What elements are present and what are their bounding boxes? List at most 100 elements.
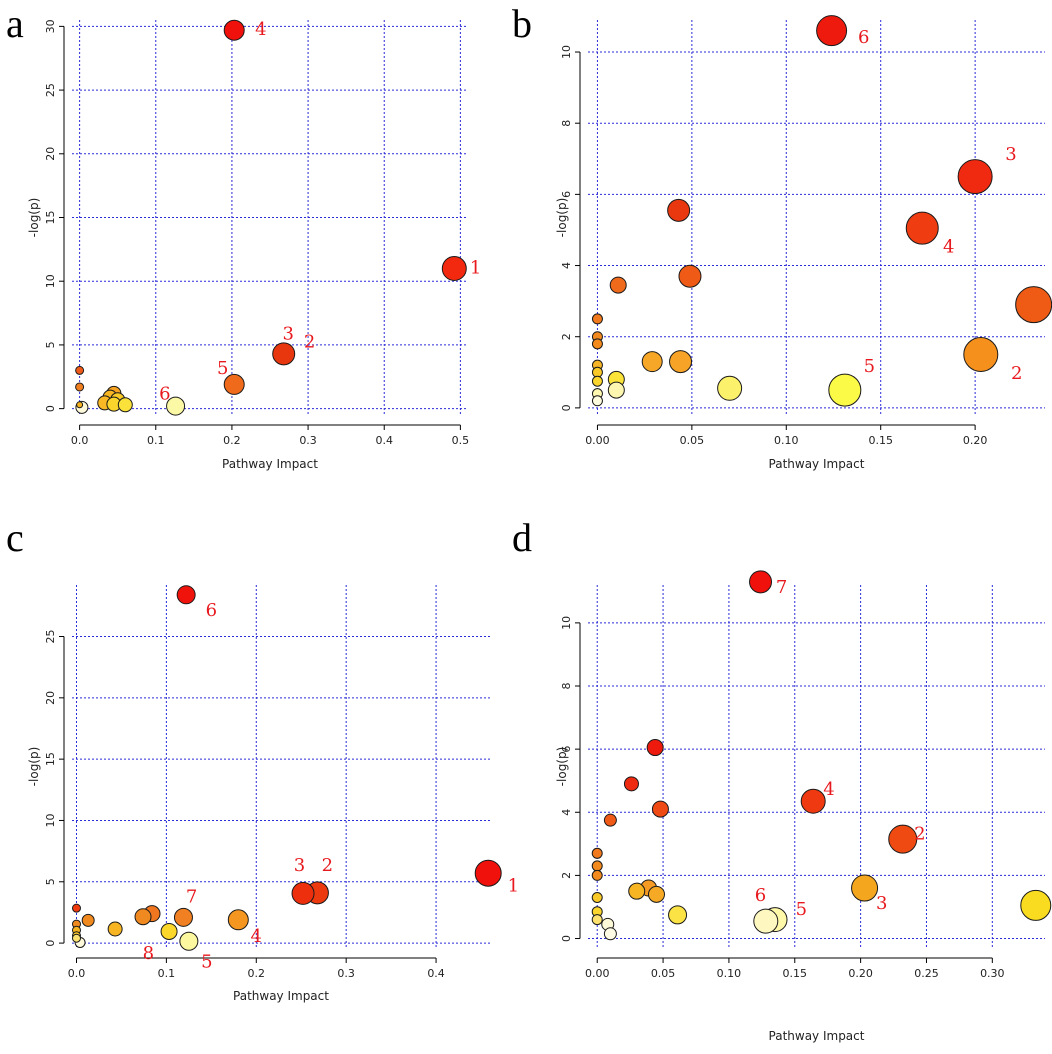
data-point <box>851 874 879 902</box>
annotation-label: 6 <box>755 885 766 906</box>
y-axis-title: -log(p) <box>555 198 569 238</box>
data-point <box>107 921 123 937</box>
data-point <box>1015 286 1052 324</box>
x-tick-label: 0.4 <box>427 967 445 980</box>
annotation-label: 3 <box>876 893 887 914</box>
panel-letter-a: a <box>6 1 24 46</box>
data-point <box>227 909 249 931</box>
x-tick-label: 0.15 <box>783 967 808 980</box>
data-point <box>667 198 691 222</box>
data-point <box>651 800 669 818</box>
data-point <box>76 401 84 409</box>
data-point <box>71 903 81 913</box>
y-tick-label: 0 <box>44 940 57 947</box>
annotation-label: 2 <box>1011 363 1022 384</box>
x-tick-label: 0.3 <box>299 434 317 447</box>
data-point <box>474 859 502 887</box>
annotation-label: 1 <box>508 876 519 897</box>
y-tick-label: 0 <box>560 404 573 411</box>
annotation-label: 3 <box>1005 144 1016 165</box>
y-tick-label: 10 <box>560 45 573 59</box>
data-point <box>603 927 617 941</box>
x-tick-label: 0.10 <box>717 967 742 980</box>
x-tick-label: 0.15 <box>868 434 893 447</box>
annotation-label: 5 <box>796 899 807 920</box>
data-point <box>646 739 664 757</box>
data-point <box>441 255 467 281</box>
annotation-label: 3 <box>283 324 294 345</box>
x-tick-label: 0.0 <box>71 434 89 447</box>
data-point <box>166 396 186 416</box>
data-point <box>828 373 862 407</box>
annotation-label: 4 <box>943 237 954 258</box>
data-point <box>641 351 663 373</box>
data-point <box>75 365 85 375</box>
y-tick-label: 15 <box>44 211 57 225</box>
data-point <box>117 397 133 413</box>
y-axis-title: -log(p) <box>555 747 569 787</box>
panel-letter-d: d <box>512 515 532 560</box>
x-tick-label: 0.3 <box>337 967 355 980</box>
annotation-label: 8 <box>143 943 154 964</box>
x-tick-label: 0.05 <box>651 967 676 980</box>
data-point <box>717 375 743 401</box>
data-point <box>888 824 918 854</box>
data-point <box>591 869 603 881</box>
y-tick-label: 10 <box>44 813 57 827</box>
panel-d: 0.00 0.05 0.10 0.15 0.20 0.25 0.30 0 2 4 6 8 10 Pathw… <box>555 570 1052 1043</box>
y-tick-label: 4 <box>560 262 573 269</box>
data-point <box>963 337 999 373</box>
x-tick-label: 0.00 <box>585 434 610 447</box>
annotation-label: 6 <box>858 27 869 48</box>
data-point <box>591 338 603 350</box>
y-tick-label: 15 <box>44 752 57 766</box>
y-tick-label: 4 <box>560 809 573 816</box>
data-point <box>81 913 95 927</box>
data-point <box>160 922 178 940</box>
data-point <box>591 860 603 872</box>
annotation-label: 7 <box>186 887 197 908</box>
x-tick-label: 0.05 <box>680 434 705 447</box>
panel-letter-b: b <box>512 1 532 46</box>
x-axis-title: Pathway Impact <box>769 1029 865 1043</box>
data-point <box>623 776 639 792</box>
data-point <box>223 373 245 395</box>
data-point <box>816 15 848 47</box>
x-tick-label: 0.1 <box>147 434 165 447</box>
data-point <box>591 395 603 407</box>
data-point <box>134 908 152 926</box>
y-tick-label: 5 <box>44 341 57 348</box>
x-tick-label: 0.30 <box>980 967 1005 980</box>
data-point <box>591 313 603 325</box>
x-axis-title: Pathway Impact <box>233 989 329 1003</box>
y-tick-label: 2 <box>560 872 573 879</box>
data-point <box>800 788 826 814</box>
data-point <box>179 931 199 951</box>
annotation-label: 2 <box>914 823 925 844</box>
data-point <box>957 159 993 195</box>
annotation-label: 2 <box>322 855 333 876</box>
panel-b: 0.00 0.05 0.10 0.15 0.20 0 2 4 6 8 10 Pathway Impac… <box>555 15 1052 471</box>
y-tick-label: 30 <box>44 19 57 33</box>
annotation-label: 1 <box>470 257 481 278</box>
data-point <box>591 914 603 926</box>
data-point <box>173 907 193 927</box>
y-tick-label: 0 <box>560 935 573 942</box>
y-tick-label: 8 <box>560 683 573 690</box>
y-tick-label: 25 <box>44 630 57 644</box>
data-point <box>591 847 603 859</box>
x-tick-label: 0.2 <box>223 434 241 447</box>
x-tick-label: 0.4 <box>375 434 393 447</box>
data-point <box>71 933 81 943</box>
data-point <box>591 891 603 903</box>
annotation-label: 4 <box>823 779 834 800</box>
data-point <box>669 350 693 374</box>
x-tick-label: 0.5 <box>452 434 470 447</box>
data-point <box>272 342 296 366</box>
data-point <box>1020 889 1052 921</box>
y-axis-title: -log(p) <box>27 198 41 238</box>
y-tick-label: 6 <box>560 746 573 753</box>
data-point <box>647 885 665 903</box>
annotation-label: 4 <box>255 19 266 40</box>
